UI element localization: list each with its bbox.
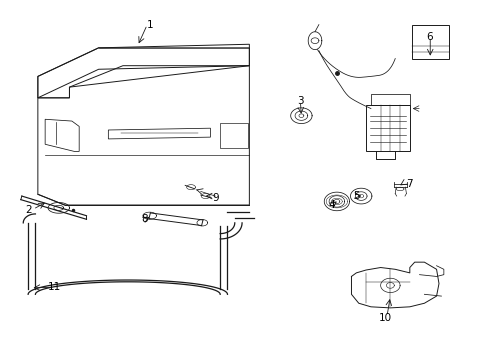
Text: 10: 10: [378, 312, 391, 323]
Text: 11: 11: [48, 282, 61, 292]
Text: 6: 6: [425, 32, 432, 42]
Bar: [411, 24, 448, 59]
Text: 2: 2: [25, 205, 31, 215]
Bar: [366, 105, 409, 152]
Text: 5: 5: [352, 191, 359, 201]
Text: 8: 8: [141, 214, 148, 224]
Text: 1: 1: [146, 19, 153, 30]
Text: 4: 4: [328, 200, 335, 210]
Text: 9: 9: [212, 193, 218, 203]
Text: 7: 7: [406, 179, 412, 189]
Text: 3: 3: [297, 96, 303, 107]
